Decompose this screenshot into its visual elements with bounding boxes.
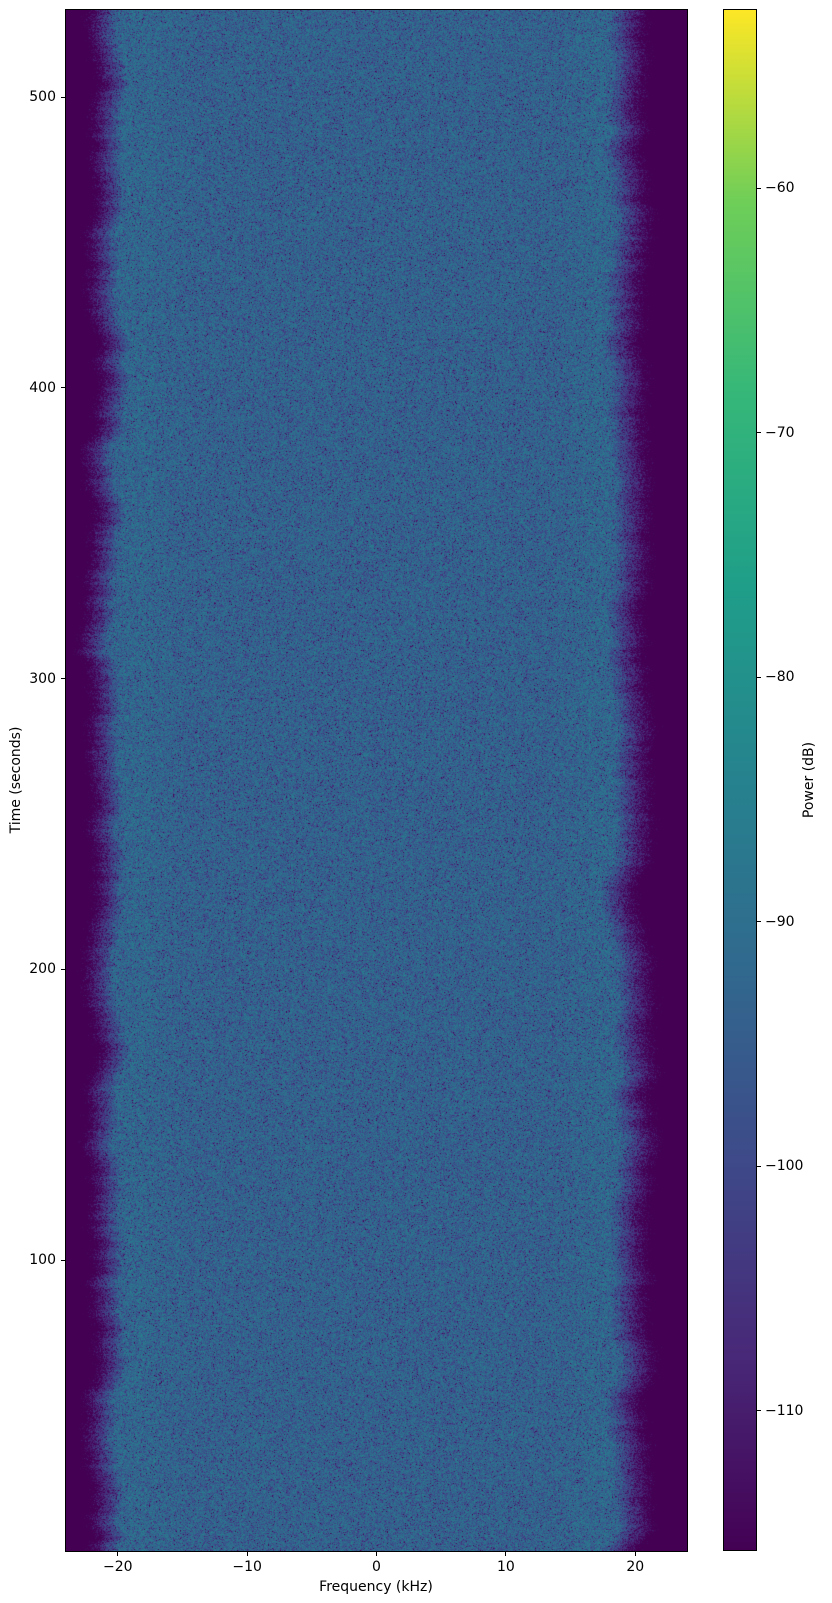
x-tick-label: 0 (372, 1560, 381, 1574)
y-tick-label: 300 (0, 672, 56, 686)
y-axis-label: Time (seconds) (8, 727, 24, 834)
spectrogram-plot-area (65, 9, 688, 1552)
y-tick-label: 100 (0, 1253, 56, 1267)
spectrogram-figure: −20 −10 0 10 20 100 200 300 400 500 Frequency (k… (0, 0, 832, 1603)
y-tick-mark (61, 678, 65, 679)
colorbar-tick-mark (757, 677, 761, 678)
colorbar-tick-label: −60 (765, 181, 795, 195)
colorbar-tick-mark (757, 1410, 761, 1411)
colorbar-tick-label: −90 (765, 915, 795, 929)
x-tick-mark (376, 1552, 377, 1556)
colorbar-tick-mark (757, 432, 761, 433)
colorbar-tick-label: −110 (765, 1404, 803, 1418)
x-tick-label: 20 (626, 1560, 644, 1574)
colorbar-tick-mark (757, 921, 761, 922)
colorbar-tick-mark (757, 188, 761, 189)
colorbar-tick-label: −70 (765, 426, 795, 440)
y-tick-mark (61, 97, 65, 98)
x-tick-mark (247, 1552, 248, 1556)
x-tick-mark (635, 1552, 636, 1556)
y-tick-label: 400 (0, 381, 56, 395)
x-axis-label: Frequency (kHz) (319, 1579, 433, 1595)
y-tick-label: 500 (0, 90, 56, 104)
x-tick-label: −20 (103, 1560, 133, 1574)
y-tick-label: 200 (0, 962, 56, 976)
colorbar-tick-mark (757, 1166, 761, 1167)
colorbar-label: Power (dB) (801, 742, 817, 818)
y-tick-mark (61, 969, 65, 970)
x-tick-label: −10 (232, 1560, 262, 1574)
spectrogram-heatmap (66, 10, 687, 1551)
x-tick-mark (505, 1552, 506, 1556)
colorbar (723, 9, 757, 1551)
y-tick-mark (61, 1260, 65, 1261)
y-tick-mark (61, 387, 65, 388)
colorbar-tick-label: −80 (765, 670, 795, 684)
colorbar-tick-label: −100 (765, 1159, 803, 1173)
x-tick-label: 10 (497, 1560, 515, 1574)
x-tick-mark (117, 1552, 118, 1556)
